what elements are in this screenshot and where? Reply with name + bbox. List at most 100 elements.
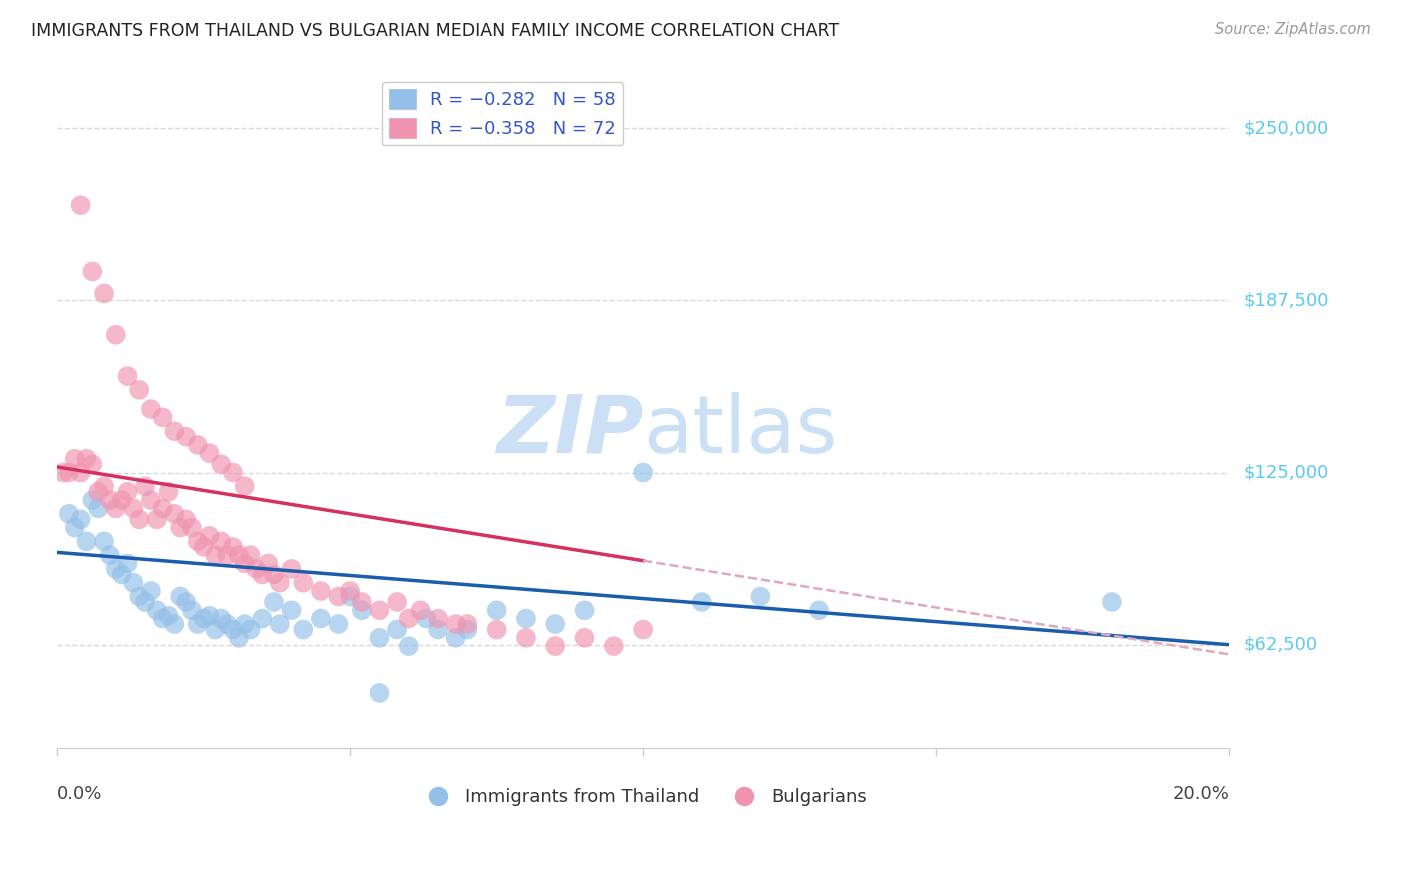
Point (269, 575, 291, 590)
Point (252, 567, 274, 582)
Point (69, 512, 91, 526)
Point (146, 603, 169, 617)
Point (1101, 595, 1123, 609)
Point (82, 264, 104, 278)
Point (169, 520, 191, 534)
Point (228, 631, 250, 645)
Point (63, 520, 86, 534)
Point (350, 603, 373, 617)
Point (63, 451, 86, 466)
Point (193, 540, 215, 554)
Point (233, 557, 256, 571)
Point (444, 631, 467, 645)
Point (245, 562, 267, 576)
Point (111, 567, 134, 582)
Point (181, 603, 204, 617)
Point (368, 631, 391, 645)
Point (69, 198, 91, 212)
Point (117, 557, 139, 571)
Point (749, 590, 772, 604)
Point (128, 590, 150, 604)
Point (309, 611, 332, 625)
Point (368, 686, 391, 700)
Point (574, 603, 596, 617)
Point (350, 595, 373, 609)
Text: Source: ZipAtlas.com: Source: ZipAtlas.com (1215, 22, 1371, 37)
Point (544, 639, 567, 653)
Point (181, 520, 204, 534)
Point (257, 557, 280, 571)
Legend: Immigrants from Thailand, Bulgarians: Immigrants from Thailand, Bulgarians (412, 780, 875, 814)
Point (98, 493, 121, 508)
Text: 20.0%: 20.0% (1173, 785, 1229, 803)
Point (222, 623, 245, 637)
Point (690, 595, 713, 609)
Point (134, 479, 156, 493)
Point (139, 584, 162, 599)
Point (204, 548, 226, 562)
Point (174, 512, 197, 526)
Point (328, 590, 350, 604)
Point (631, 623, 654, 637)
Point (163, 507, 186, 521)
Point (515, 631, 537, 645)
Point (222, 466, 245, 480)
Text: $62,500: $62,500 (1243, 636, 1317, 654)
Point (187, 534, 209, 549)
Point (163, 617, 186, 632)
Point (152, 410, 174, 425)
Point (93, 286, 115, 301)
Point (280, 562, 302, 576)
Point (368, 603, 391, 617)
Point (157, 608, 180, 623)
Point (122, 575, 145, 590)
Text: 0.0%: 0.0% (58, 785, 103, 803)
Point (58, 507, 80, 521)
Point (82, 493, 104, 508)
Point (409, 603, 432, 617)
Point (233, 479, 256, 493)
Point (485, 623, 508, 637)
Point (169, 590, 191, 604)
Point (544, 617, 567, 632)
Point (198, 608, 221, 623)
Point (174, 595, 197, 609)
Point (427, 611, 450, 625)
Text: atlas: atlas (643, 392, 838, 470)
Point (187, 617, 209, 632)
Point (117, 369, 139, 384)
Point (292, 575, 315, 590)
Point (128, 512, 150, 526)
Text: IMMIGRANTS FROM THAILAND VS BULGARIAN MEDIAN FAMILY INCOME CORRELATION CHART: IMMIGRANTS FROM THAILAND VS BULGARIAN ME… (31, 22, 839, 40)
Point (222, 540, 245, 554)
Point (134, 595, 156, 609)
Point (187, 438, 209, 452)
Point (292, 623, 315, 637)
Point (209, 457, 232, 471)
Point (456, 623, 478, 637)
Point (128, 383, 150, 397)
Point (209, 534, 232, 549)
Point (328, 617, 350, 632)
Point (456, 617, 478, 632)
Point (398, 639, 420, 653)
Text: $250,000: $250,000 (1243, 120, 1329, 137)
Point (427, 623, 450, 637)
Point (93, 534, 115, 549)
Point (157, 484, 180, 499)
Point (807, 603, 830, 617)
Point (82, 457, 104, 471)
Point (198, 446, 221, 460)
Point (263, 595, 285, 609)
Point (444, 617, 467, 632)
Point (339, 590, 361, 604)
Point (574, 631, 596, 645)
Point (163, 424, 186, 438)
Text: $125,000: $125,000 (1243, 464, 1329, 482)
Point (485, 603, 508, 617)
Point (269, 617, 291, 632)
Point (174, 430, 197, 444)
Point (415, 611, 437, 625)
Point (93, 479, 115, 493)
Point (139, 402, 162, 417)
